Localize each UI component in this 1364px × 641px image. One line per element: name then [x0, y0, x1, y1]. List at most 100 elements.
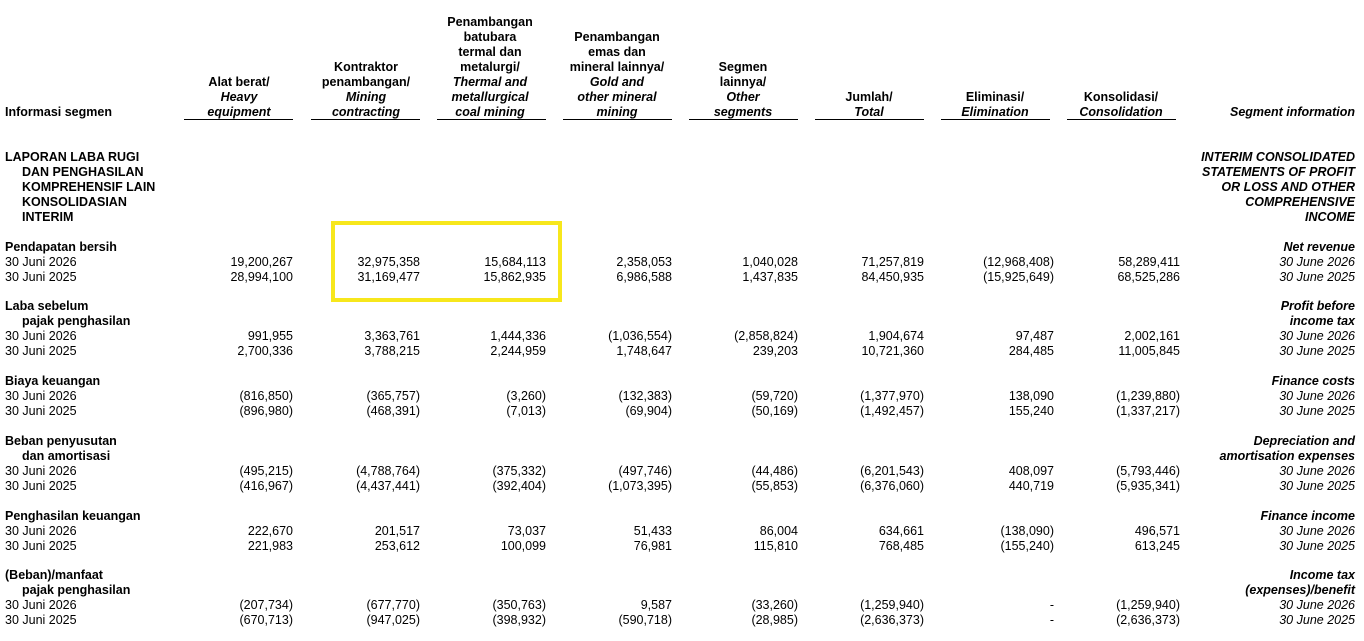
- column-header-id-line: termal dan: [458, 45, 522, 59]
- cell-value-total: 634,661: [878, 524, 924, 538]
- column-header-en-line: Gold and: [589, 75, 645, 89]
- row-period-left: 30 Juni 2026: [5, 598, 77, 612]
- header-right-label: Segment information: [1229, 105, 1355, 119]
- highlight-box: [331, 221, 562, 302]
- cell-value-consol: (5,793,446): [1116, 464, 1180, 478]
- column-header-id-line: emas dan: [588, 45, 646, 59]
- section-title-right: Depreciation and: [1253, 434, 1355, 448]
- cell-value-total: 768,485: [878, 539, 924, 553]
- cell-value-heavy: (670,713): [239, 613, 293, 627]
- column-header-underline: [437, 119, 546, 120]
- column-header-en-line: Total: [854, 105, 884, 119]
- row-period-left: 30 Juni 2025: [5, 613, 77, 627]
- cell-value-gold: 6,986,588: [616, 270, 672, 284]
- cell-value-total: (1,377,970): [860, 389, 924, 403]
- section-title-left: Pendapatan bersih: [5, 240, 117, 254]
- cell-value-heavy: (896,980): [239, 404, 293, 418]
- section-title-right: (expenses)/benefit: [1245, 583, 1355, 597]
- cell-value-elim: -: [1049, 598, 1054, 612]
- cell-value-mining: 32,975,358: [357, 255, 420, 269]
- cell-value-heavy: (495,215): [239, 464, 293, 478]
- cell-value-total: 1,904,674: [868, 329, 924, 343]
- column-header-en-line: Heavy: [220, 90, 258, 104]
- cell-value-mining: (468,391): [366, 404, 420, 418]
- cell-value-coal: (398,932): [492, 613, 546, 627]
- cell-value-coal: (392,404): [492, 479, 546, 493]
- column-header-elim: Eliminasi/Elimination: [933, 10, 1057, 120]
- cell-value-consol: 613,245: [1134, 539, 1180, 553]
- section-title-right: Finance costs: [1271, 374, 1355, 388]
- row-period-right: 30 June 2025: [1279, 404, 1355, 418]
- cell-value-elim: 440,719: [1008, 479, 1054, 493]
- row-period-left: 30 Juni 2026: [5, 389, 77, 403]
- cell-value-heavy: 2,700,336: [237, 344, 293, 358]
- cell-value-mining: (677,770): [366, 598, 420, 612]
- column-header-underline: [184, 119, 293, 120]
- row-period-left: 30 Juni 2026: [5, 255, 77, 269]
- row-period-right: 30 June 2025: [1279, 613, 1355, 627]
- column-header-id-line: penambangan/: [321, 75, 411, 89]
- cell-value-total: 71,257,819: [861, 255, 924, 269]
- cell-value-total: 10,721,360: [861, 344, 924, 358]
- cell-value-gold: 2,358,053: [616, 255, 672, 269]
- statement-title-left-line: KONSOLIDASIAN: [22, 195, 127, 209]
- cell-value-coal: 15,862,935: [483, 270, 546, 284]
- column-header-total: Jumlah/Total: [807, 10, 931, 120]
- cell-value-consol: 68,525,286: [1117, 270, 1180, 284]
- cell-value-coal: 100,099: [500, 539, 546, 553]
- cell-value-consol: (5,935,341): [1116, 479, 1180, 493]
- section-title-right: Net revenue: [1283, 240, 1355, 254]
- cell-value-gold: (132,383): [618, 389, 672, 403]
- column-header-underline: [311, 119, 420, 120]
- cell-value-consol: 496,571: [1134, 524, 1180, 538]
- cell-value-mining: 31,169,477: [357, 270, 420, 284]
- cell-value-mining: 253,612: [374, 539, 420, 553]
- row-period-right: 30 June 2026: [1279, 524, 1355, 538]
- cell-value-gold: 51,433: [633, 524, 672, 538]
- column-header-consol: Konsolidasi/Consolidation: [1059, 10, 1183, 120]
- row-period-right: 30 June 2026: [1279, 464, 1355, 478]
- cell-value-heavy: (416,967): [239, 479, 293, 493]
- column-header-en-line: Other: [726, 90, 760, 104]
- row-period-right: 30 June 2025: [1279, 479, 1355, 493]
- row-period-left: 30 Juni 2025: [5, 539, 77, 553]
- column-header-en-line: Mining: [345, 90, 387, 104]
- column-header-en-line: Elimination: [961, 105, 1029, 119]
- cell-value-other: 1,040,028: [742, 255, 798, 269]
- column-header-id-line: Eliminasi/: [965, 90, 1025, 104]
- row-period-left: 30 Juni 2026: [5, 329, 77, 343]
- cell-value-gold: (1,073,395): [608, 479, 672, 493]
- cell-value-mining: (4,788,764): [356, 464, 420, 478]
- cell-value-elim: 138,090: [1008, 389, 1054, 403]
- cell-value-consol: (2,636,373): [1116, 613, 1180, 627]
- section-title-right: income tax: [1289, 314, 1355, 328]
- column-header-en-line: mining: [596, 105, 638, 119]
- column-header-id-line: Konsolidasi/: [1083, 90, 1159, 104]
- cell-value-heavy: 19,200,267: [230, 255, 293, 269]
- cell-value-coal: 15,684,113: [484, 255, 546, 269]
- row-period-right: 30 June 2025: [1279, 539, 1355, 553]
- cell-value-coal: (375,332): [492, 464, 546, 478]
- statement-title-right-line: INCOME: [1305, 210, 1355, 224]
- cell-value-heavy: 221,983: [247, 539, 293, 553]
- row-period-left: 30 Juni 2025: [5, 344, 77, 358]
- section-title-right: Profit before: [1280, 299, 1355, 313]
- column-header-en-line: contracting: [331, 105, 401, 119]
- column-header-id-line: Kontraktor: [334, 60, 398, 74]
- row-period-right: 30 June 2026: [1279, 255, 1355, 269]
- column-header-heavy: Alat berat/Heavy equipment: [177, 10, 301, 120]
- cell-value-heavy: 991,955: [247, 329, 293, 343]
- section-title-left: Beban penyusutan: [5, 434, 117, 448]
- column-header-other: Segmen lainnya/Other segments: [681, 10, 805, 120]
- section-title-right: amortisation expenses: [1219, 449, 1355, 463]
- statement-title-left-line: LAPORAN LABA RUGI: [5, 150, 140, 164]
- cell-value-heavy: 28,994,100: [230, 270, 293, 284]
- column-header-en-line: Thermal and: [452, 75, 528, 89]
- cell-value-gold: (1,036,554): [608, 329, 672, 343]
- cell-value-coal: 2,244,959: [490, 344, 546, 358]
- column-header-id-line: mineral lainnya/: [569, 60, 665, 74]
- cell-value-total: 84,450,935: [861, 270, 924, 284]
- cell-value-gold: 9,587: [640, 598, 672, 612]
- cell-value-other: 239,203: [752, 344, 798, 358]
- cell-value-other: 115,810: [753, 539, 798, 553]
